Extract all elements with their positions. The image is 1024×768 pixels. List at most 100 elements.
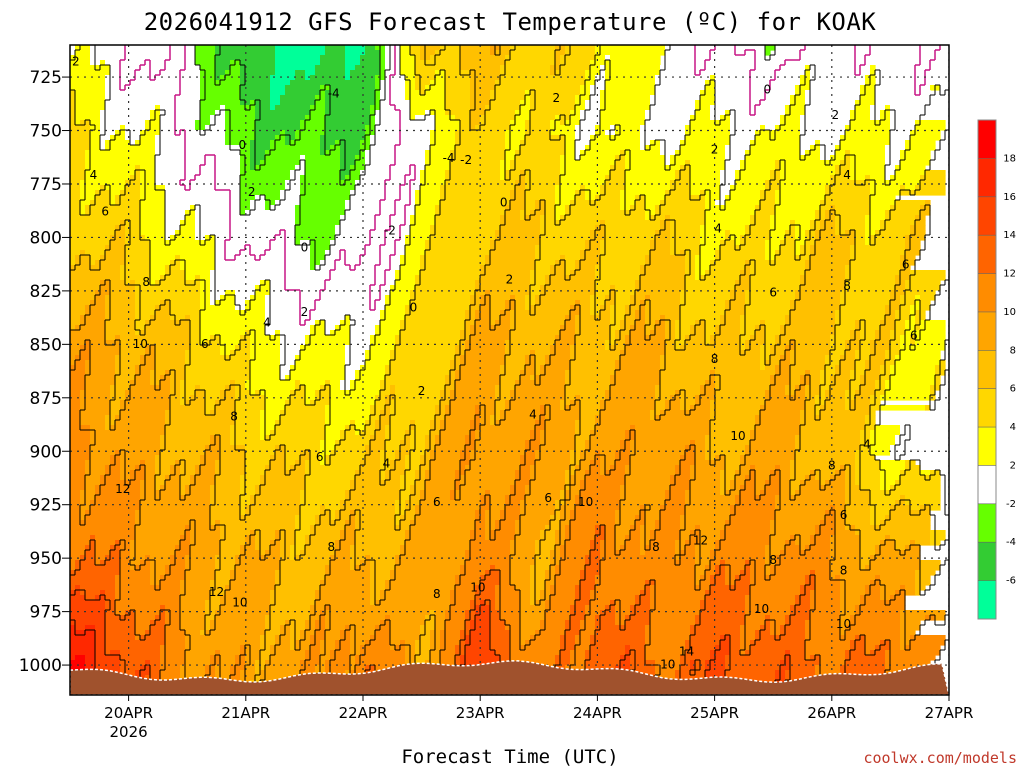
temperature-cell (645, 630, 691, 636)
temperature-cell (550, 520, 561, 526)
temperature-cell (525, 205, 536, 211)
temperature-cell (245, 645, 261, 651)
temperature-cell (125, 240, 151, 246)
temperature-cell (695, 445, 706, 451)
temperature-cell (325, 565, 351, 571)
temperature-cell (430, 455, 461, 461)
temperature-cell (720, 190, 731, 196)
temperature-cell (375, 90, 381, 96)
temperature-cell (755, 130, 801, 136)
temperature-cell (780, 485, 791, 491)
temperature-cell (255, 115, 306, 121)
temperature-cell (70, 115, 76, 121)
temperature-cell (250, 145, 271, 151)
temperature-cell (600, 90, 656, 96)
temperature-cell (745, 295, 796, 301)
temperature-cell (555, 190, 576, 196)
temperature-cell (265, 325, 311, 331)
temperature-cell (195, 220, 296, 226)
temperature-cell (895, 325, 906, 331)
temperature-cell (495, 600, 521, 606)
temperature-cell (875, 545, 896, 551)
temperature-cell (835, 325, 856, 331)
temperature-cell (835, 215, 866, 221)
temperature-cell (135, 670, 151, 676)
temperature-cell (430, 460, 461, 466)
temperature-cell (570, 520, 616, 526)
temperature-cell (380, 310, 406, 316)
temperature-cell (775, 555, 831, 561)
temperature-cell (135, 280, 151, 286)
temperature-cell (325, 130, 366, 136)
temperature-cell (645, 635, 691, 641)
temperature-cell (105, 325, 136, 331)
temperature-cell (520, 600, 531, 606)
temperature-cell (730, 110, 786, 116)
temperature-cell (575, 300, 581, 306)
temperature-cell (575, 435, 591, 441)
temperature-cell (840, 620, 851, 626)
temperature-cell (125, 250, 151, 256)
temperature-cell (70, 335, 106, 341)
temperature-cell (240, 145, 251, 151)
temperature-cell (455, 355, 461, 361)
temperature-cell (325, 505, 341, 511)
temperature-cell (615, 510, 641, 516)
temperature-cell (530, 465, 571, 471)
temperature-cell (470, 430, 476, 436)
temperature-cell (820, 660, 846, 666)
temperature-cell (515, 150, 566, 156)
temperature-cell (355, 430, 361, 436)
temperature-cell (780, 475, 791, 481)
temperature-cell (870, 205, 891, 211)
temperature-cell (220, 345, 236, 351)
temperature-cell (120, 465, 136, 471)
temperature-cell (585, 145, 641, 151)
temperature-cell (525, 640, 561, 646)
temperature-cell (385, 470, 406, 476)
temperature-cell (705, 325, 716, 331)
temperature-cell (745, 265, 751, 271)
temperature-cell (840, 295, 891, 301)
temperature-cell (465, 645, 491, 651)
temperature-cell (180, 595, 211, 601)
temperature-cell (430, 465, 461, 471)
temperature-cell (435, 440, 466, 446)
temperature-cell (750, 465, 756, 471)
temperature-cell (860, 600, 906, 606)
temperature-cell (155, 350, 186, 356)
temperature-cell (715, 645, 731, 651)
temperature-cell (670, 215, 706, 221)
temperature-cell (425, 240, 491, 246)
temperature-cell (780, 465, 791, 471)
temperature-cell (870, 345, 891, 351)
temperature-cell (105, 245, 126, 251)
temperature-cell (100, 140, 106, 146)
temperature-cell (625, 480, 671, 486)
temperature-cell (905, 590, 916, 596)
temperature-cell (485, 490, 491, 496)
temperature-cell (515, 530, 541, 536)
temperature-cell (625, 305, 641, 311)
temperature-cell (240, 85, 271, 91)
temperature-cell (265, 400, 286, 406)
temperature-cell (405, 540, 471, 546)
temperature-cell (240, 645, 246, 651)
temperature-cell (885, 210, 921, 216)
temperature-cell (355, 185, 421, 191)
temperature-cell (200, 330, 246, 336)
temperature-cell (80, 515, 86, 521)
temperature-cell (505, 210, 521, 216)
temperature-cell (765, 245, 781, 251)
temperature-cell (125, 255, 151, 261)
temperature-cell (370, 405, 386, 411)
temperature-cell (605, 225, 661, 231)
temperature-cell (905, 500, 941, 506)
temperature-cell (85, 595, 96, 601)
temperature-cell (205, 600, 221, 606)
temperature-cell (455, 480, 461, 486)
temperature-cell (560, 165, 611, 171)
temperature-cell (305, 385, 321, 391)
temperature-cell (900, 305, 911, 311)
temperature-cell (250, 205, 266, 211)
